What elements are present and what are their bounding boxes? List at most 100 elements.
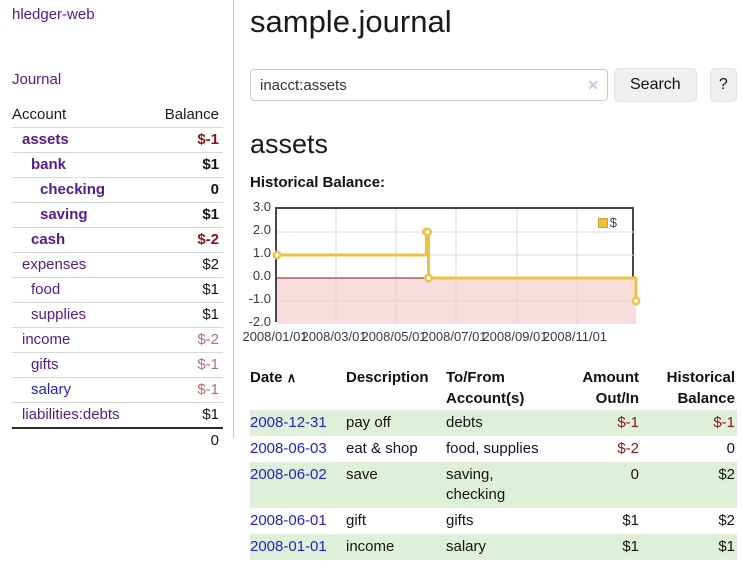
account-link[interactable]: expenses <box>22 256 87 273</box>
account-balance: $1 <box>202 306 219 323</box>
accounts-header-balance: Balance <box>148 103 223 128</box>
transaction-row: 2008-01-01 income salary $1 $1 <box>250 534 737 560</box>
transactions-table: Date ∧ Description To/From Account(s) Am… <box>250 366 737 560</box>
account-row: gifts $-1 <box>12 353 223 378</box>
transaction-balance: 0 <box>726 440 735 457</box>
account-row: food $1 <box>12 278 223 303</box>
help-button[interactable]: ? <box>709 68 737 102</box>
account-link[interactable]: liabilities:debts <box>22 406 120 423</box>
account-link[interactable]: checking <box>40 181 106 198</box>
transaction-amount: $-1 <box>617 414 639 431</box>
transaction-accounts: gifts <box>446 512 474 529</box>
y-tick-label: 0.0 <box>252 268 271 283</box>
transaction-amount: $1 <box>622 512 639 529</box>
transaction-date-link[interactable]: 2008-06-01 <box>250 512 327 529</box>
account-row: cash $-2 <box>12 228 223 253</box>
account-heading: assets <box>250 129 329 159</box>
accounts-table-header-row: Account Balance <box>12 103 223 128</box>
legend-label: $ <box>609 215 617 230</box>
search-form: ✕ Search ? <box>250 68 737 102</box>
account-row: expenses $2 <box>12 253 223 278</box>
account-link[interactable]: supplies <box>31 306 87 323</box>
sidebar: hledger-web Journal Account Balance asse… <box>0 0 234 449</box>
accounts-total-row: 0 <box>12 428 223 453</box>
transaction-balance: $1 <box>718 538 735 555</box>
x-tick-label: 2008/01/01 <box>242 329 308 344</box>
transaction-date-link[interactable]: 2008-12-31 <box>250 414 327 431</box>
transaction-date-link[interactable]: 2008-01-01 <box>250 538 327 555</box>
transaction-date-link[interactable]: 2008-06-03 <box>250 440 327 457</box>
transaction-description: gift <box>346 512 367 529</box>
transaction-description: eat & shop <box>346 440 418 457</box>
account-row: saving $1 <box>12 203 223 228</box>
transaction-amount: $1 <box>622 538 639 555</box>
app-brand-link[interactable]: hledger-web <box>12 6 95 23</box>
transaction-amount: $-2 <box>617 440 639 457</box>
account-link[interactable]: saving <box>40 206 88 223</box>
transaction-date-link[interactable]: 2008-06-02 <box>250 466 327 483</box>
header-balance: Historical Balance <box>666 369 735 407</box>
account-balance: $-1 <box>197 381 219 398</box>
account-row: assets $-1 <box>12 128 223 153</box>
account-row: income $-2 <box>12 328 223 353</box>
account-link[interactable]: salary <box>31 381 72 398</box>
account-balance: $-2 <box>197 331 219 348</box>
account-balance: $2 <box>202 256 219 273</box>
x-tick-label: 2008/09/01 <box>482 329 548 344</box>
account-link[interactable]: gifts <box>31 356 59 373</box>
account-balance: $-1 <box>197 356 219 373</box>
search-input[interactable] <box>250 69 608 101</box>
transaction-row: 2008-06-03 eat & shop food, supplies $-2… <box>250 436 737 462</box>
account-balance: $-2 <box>197 231 219 248</box>
account-row: salary $-1 <box>12 378 223 403</box>
account-link[interactable]: bank <box>31 156 67 173</box>
clear-search-icon[interactable]: ✕ <box>587 77 599 93</box>
header-description: Description <box>346 369 429 386</box>
header-amount: Amount Out/In <box>582 369 639 407</box>
account-link[interactable]: assets <box>22 131 69 148</box>
y-tick-label: -2.0 <box>248 314 271 329</box>
y-tick-label: 2.0 <box>252 222 271 237</box>
search-button[interactable]: Search <box>614 68 697 102</box>
y-tick-label: 1.0 <box>252 245 271 260</box>
x-tick-label: 2008/11/01 <box>542 329 608 344</box>
transaction-accounts: food, supplies <box>446 440 539 457</box>
transaction-balance: $-1 <box>713 414 735 431</box>
transaction-amount: 0 <box>630 466 639 483</box>
accounts-header-account: Account <box>12 103 149 128</box>
x-tick-label: 2008/07/01 <box>421 329 487 344</box>
transaction-row: 2008-12-31 pay off debts $-1 $-1 <box>250 410 737 436</box>
chart-legend: $ <box>597 215 617 230</box>
transaction-balance: $2 <box>718 512 735 529</box>
header-date[interactable]: Date ∧ <box>250 369 297 386</box>
x-tick-label: 2008/05/01 <box>361 329 427 344</box>
account-link[interactable]: income <box>22 331 71 348</box>
main-content: sample.journal ✕ Search ? assets Histori… <box>242 0 737 560</box>
account-balance: $1 <box>202 156 219 173</box>
historical-balance-chart: 3.0 2.0 1.0 0.0 -1.0 -2.0 $ 2008/01/01 2008/03… <box>242 199 737 347</box>
account-balance: $-1 <box>197 131 219 148</box>
y-tick-label: 3.0 <box>252 199 271 214</box>
transaction-accounts: saving, checking <box>446 466 506 503</box>
transaction-description: pay off <box>346 414 391 431</box>
transaction-row: 2008-06-01 gift gifts $1 $2 <box>250 508 737 534</box>
accounts-total-value: 0 <box>210 432 219 449</box>
account-row: liabilities:debts $1 <box>12 403 223 429</box>
account-row: supplies $1 <box>12 303 223 328</box>
account-link[interactable]: cash <box>31 231 66 248</box>
account-link[interactable]: food <box>31 281 61 298</box>
transaction-balance: $2 <box>718 466 735 483</box>
x-tick-label: 2008/03/01 <box>301 329 367 344</box>
account-balance: $1 <box>202 406 219 423</box>
transaction-row: 2008-06-02 save saving, checking 0 $2 <box>250 462 737 508</box>
transaction-description: save <box>346 466 378 483</box>
page-title: sample.journal <box>250 4 452 39</box>
header-accounts: To/From Account(s) <box>446 369 525 407</box>
transaction-description: income <box>346 538 395 555</box>
transaction-accounts: debts <box>446 414 483 431</box>
account-row: checking 0 <box>12 178 223 203</box>
sidebar-item-journal[interactable]: Journal <box>12 71 62 88</box>
account-row: bank $1 <box>12 153 223 178</box>
account-balance: $1 <box>202 206 219 223</box>
account-balance: $1 <box>202 281 219 298</box>
